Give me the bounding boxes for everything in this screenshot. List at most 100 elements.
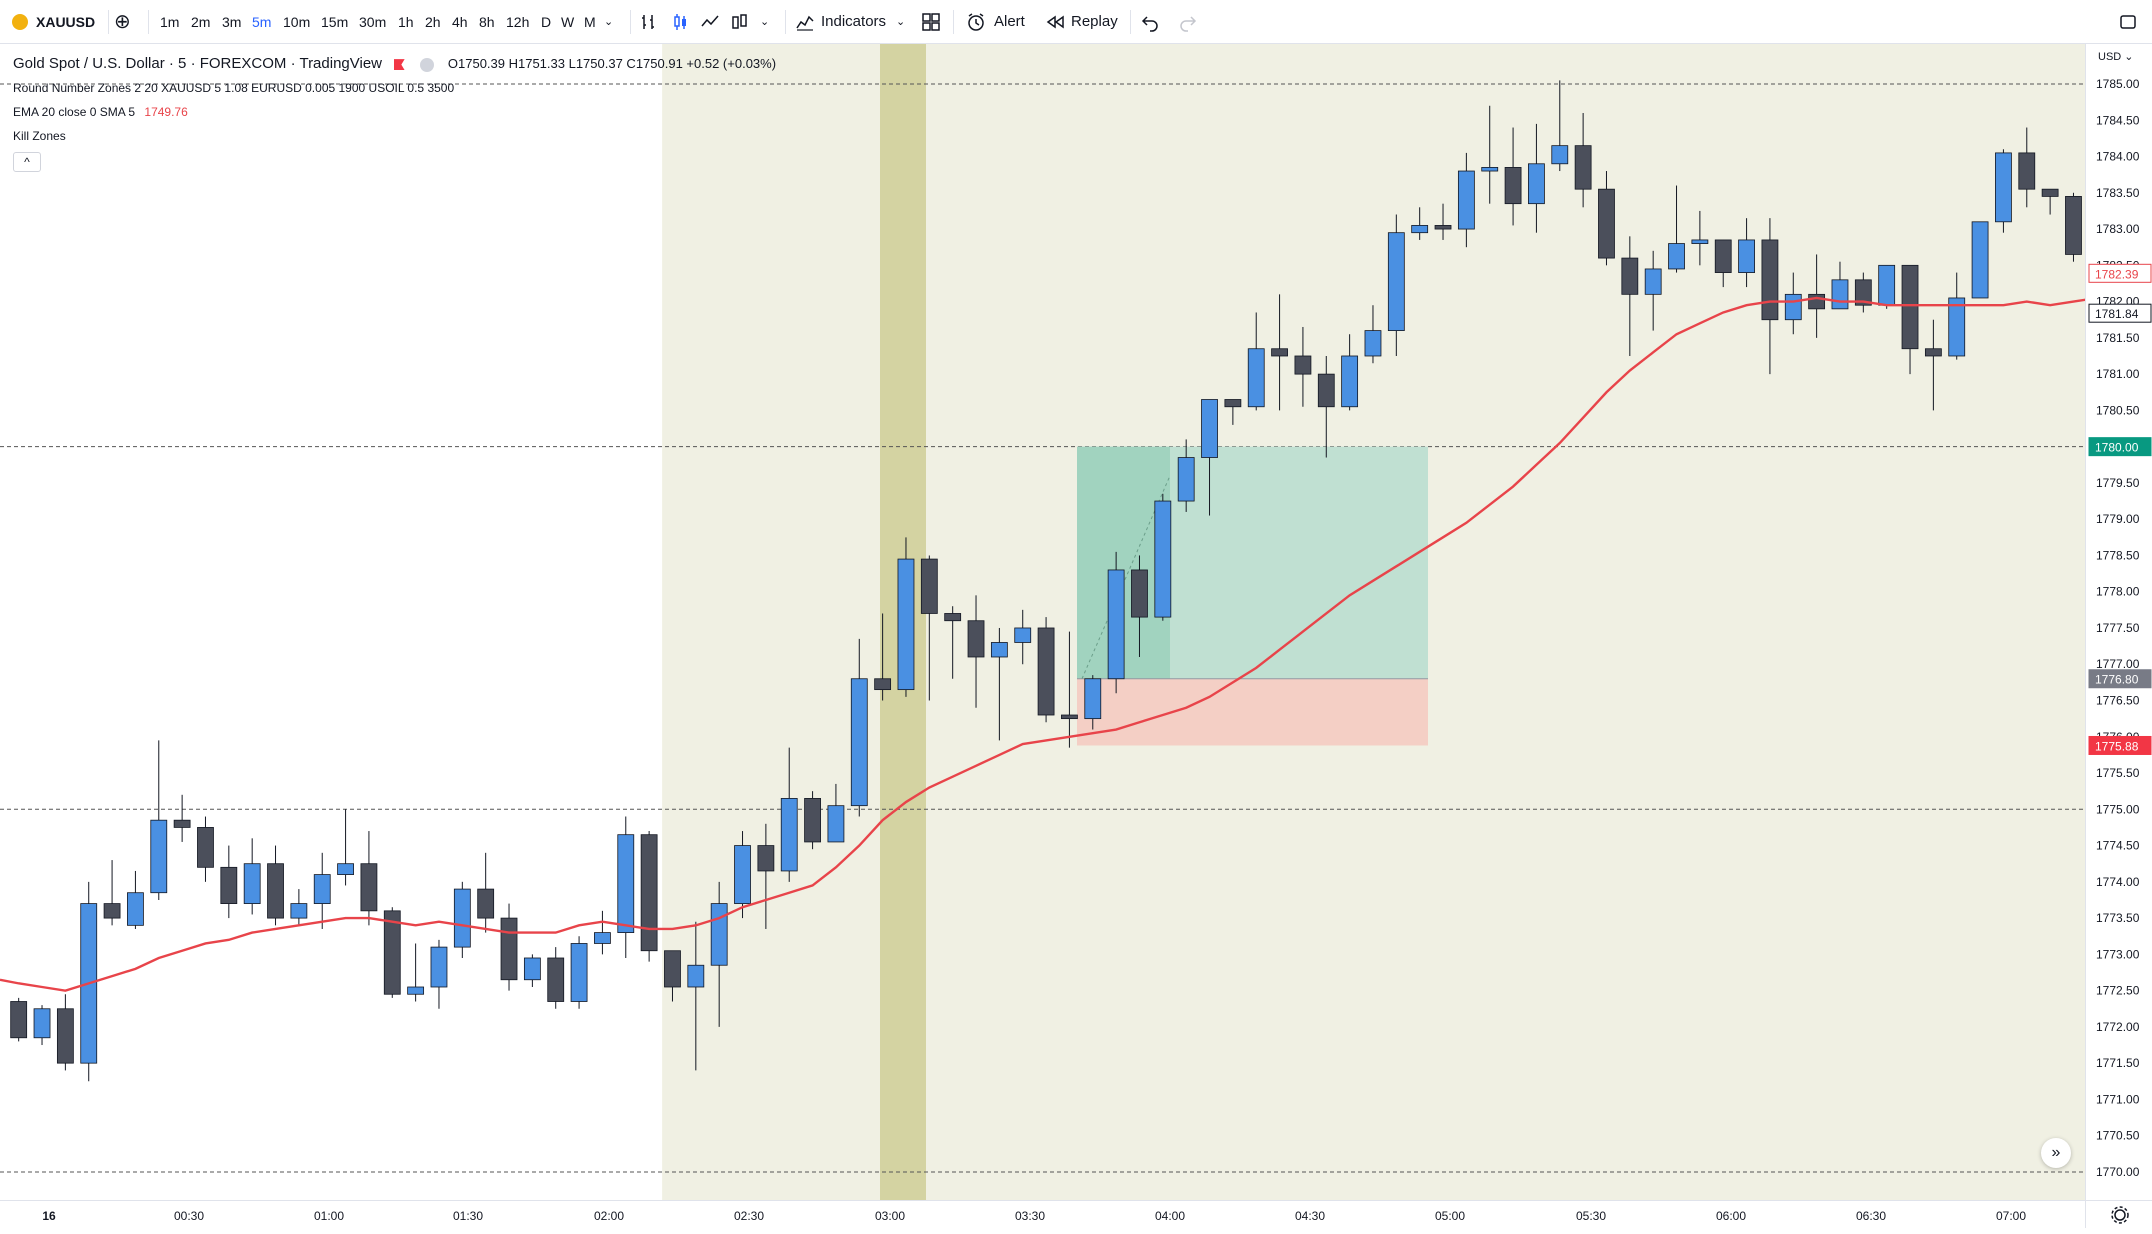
candle[interactable] [1504, 167, 1522, 205]
interval-M[interactable]: M [584, 14, 596, 30]
replay-button[interactable]: Replay [1071, 13, 1118, 30]
candle[interactable] [1551, 145, 1569, 165]
candle[interactable] [103, 903, 121, 919]
candle[interactable] [1971, 221, 1989, 299]
candle[interactable] [1247, 348, 1265, 408]
candle-chart-type-icon[interactable] [670, 12, 690, 32]
candle[interactable] [500, 917, 518, 981]
candle[interactable] [1201, 399, 1218, 458]
candle[interactable] [1084, 678, 1102, 720]
candle[interactable] [1411, 225, 1429, 234]
candle[interactable] [127, 892, 144, 926]
chart-settings-corner[interactable] [2085, 1200, 2152, 1228]
candle[interactable] [944, 613, 962, 622]
candle[interactable] [1831, 279, 1849, 310]
interval-30m[interactable]: 30m [359, 14, 387, 30]
candle[interactable] [1271, 348, 1288, 357]
candle[interactable] [477, 888, 495, 919]
settings-gear-icon[interactable] [2086, 1201, 2152, 1229]
candle[interactable] [453, 888, 471, 948]
candle[interactable] [1761, 239, 1779, 321]
candle[interactable] [1598, 188, 1615, 259]
interval-12h[interactable]: 12h [506, 14, 530, 30]
candle[interactable] [687, 964, 705, 988]
heikin-ashi-type-icon[interactable] [730, 12, 750, 32]
price-chart[interactable] [0, 44, 2085, 1200]
compare-symbol-icon[interactable]: ⊕ [114, 11, 131, 33]
candle[interactable] [1224, 399, 1242, 408]
candle[interactable] [1061, 714, 1078, 720]
candle[interactable] [710, 903, 728, 966]
candle[interactable] [617, 834, 635, 934]
candle[interactable] [2018, 152, 2036, 190]
line-chart-type-icon[interactable] [700, 12, 720, 32]
interval-3m[interactable]: 3m [222, 14, 242, 30]
candle[interactable] [290, 903, 308, 919]
ema-line[interactable] [0, 265, 2085, 992]
time-axis-scale[interactable]: 16 00:30 01:00 01:30 02:00 02:30 03:00 03:30 04:… [0, 1201, 2085, 1229]
indicator-kill-zones[interactable]: Kill Zones [13, 129, 66, 143]
candle[interactable] [594, 932, 611, 944]
candle[interactable] [1107, 569, 1125, 680]
undo-icon[interactable] [1140, 12, 1160, 32]
candle[interactable] [734, 845, 751, 904]
candle[interactable] [874, 678, 892, 691]
candle[interactable] [1924, 348, 1942, 357]
candle[interactable] [10, 1001, 28, 1039]
scroll-to-realtime-button[interactable]: » [2041, 1138, 2071, 1168]
currency-label[interactable]: USD ⌄ [2098, 51, 2134, 63]
candle[interactable] [547, 957, 565, 1002]
interval-4h[interactable]: 4h [452, 14, 468, 30]
candle[interactable] [1574, 145, 1592, 190]
candle[interactable] [197, 827, 214, 868]
interval-10m[interactable]: 10m [283, 14, 311, 30]
candle[interactable] [1131, 569, 1148, 618]
price-axis[interactable]: USD ⌄ 1785.00 1784.50 1784.00 1783.50 1783.00… [2085, 44, 2152, 1200]
interval-D[interactable]: D [541, 14, 552, 30]
candle[interactable] [757, 845, 775, 872]
candle[interactable] [337, 863, 354, 875]
candle[interactable] [570, 943, 588, 1002]
interval-dropdown-icon[interactable]: ⌄ [604, 16, 614, 28]
candle[interactable] [1294, 355, 1312, 375]
time-axis[interactable]: 16 00:30 01:00 01:30 02:00 02:30 03:00 03:30 04:… [0, 1200, 2085, 1228]
candle[interactable] [1621, 257, 1639, 295]
candle[interactable] [1434, 225, 1452, 230]
candle[interactable] [1738, 239, 1755, 273]
flag-icon[interactable] [393, 59, 405, 71]
interval-2h[interactable]: 2h [425, 14, 441, 30]
candle[interactable] [407, 986, 425, 995]
candle[interactable] [173, 819, 191, 828]
candle[interactable] [2041, 188, 2059, 197]
interval-1m[interactable]: 1m [160, 14, 180, 30]
indicators-dropdown-icon[interactable]: ⌄ [896, 16, 906, 28]
candle[interactable] [897, 558, 915, 691]
candle[interactable] [1457, 170, 1475, 230]
candle[interactable] [1948, 297, 1966, 357]
chart-type-dropdown-icon[interactable]: ⌄ [760, 16, 770, 28]
candle[interactable] [990, 642, 1008, 658]
indicator-round-number-zones[interactable]: Round Number Zones 2 20 XAUUSD 5 1.08 EU… [13, 81, 455, 95]
candle[interactable] [220, 866, 238, 904]
candle[interactable] [780, 798, 798, 872]
candle[interactable] [56, 1008, 74, 1064]
candle[interactable] [1644, 268, 1662, 295]
candle[interactable] [1387, 232, 1405, 332]
candle[interactable] [2065, 196, 2082, 255]
candle[interactable] [1784, 293, 1802, 321]
candle[interactable] [1364, 330, 1382, 357]
indicators-icon[interactable] [795, 12, 815, 32]
stop-zone[interactable] [1077, 678, 1428, 746]
candle[interactable] [430, 946, 448, 988]
chart-pane[interactable] [0, 44, 2085, 1200]
indicators-button[interactable]: Indicators [821, 13, 887, 30]
candle[interactable] [313, 874, 331, 904]
candle[interactable] [360, 863, 378, 912]
candle[interactable] [1714, 239, 1732, 273]
templates-grid-icon[interactable] [921, 12, 941, 32]
alert-clock-icon[interactable] [966, 12, 986, 32]
candle[interactable] [850, 678, 868, 807]
replay-icon[interactable] [1045, 12, 1065, 32]
candle[interactable] [1691, 239, 1709, 244]
candle[interactable] [920, 558, 938, 614]
